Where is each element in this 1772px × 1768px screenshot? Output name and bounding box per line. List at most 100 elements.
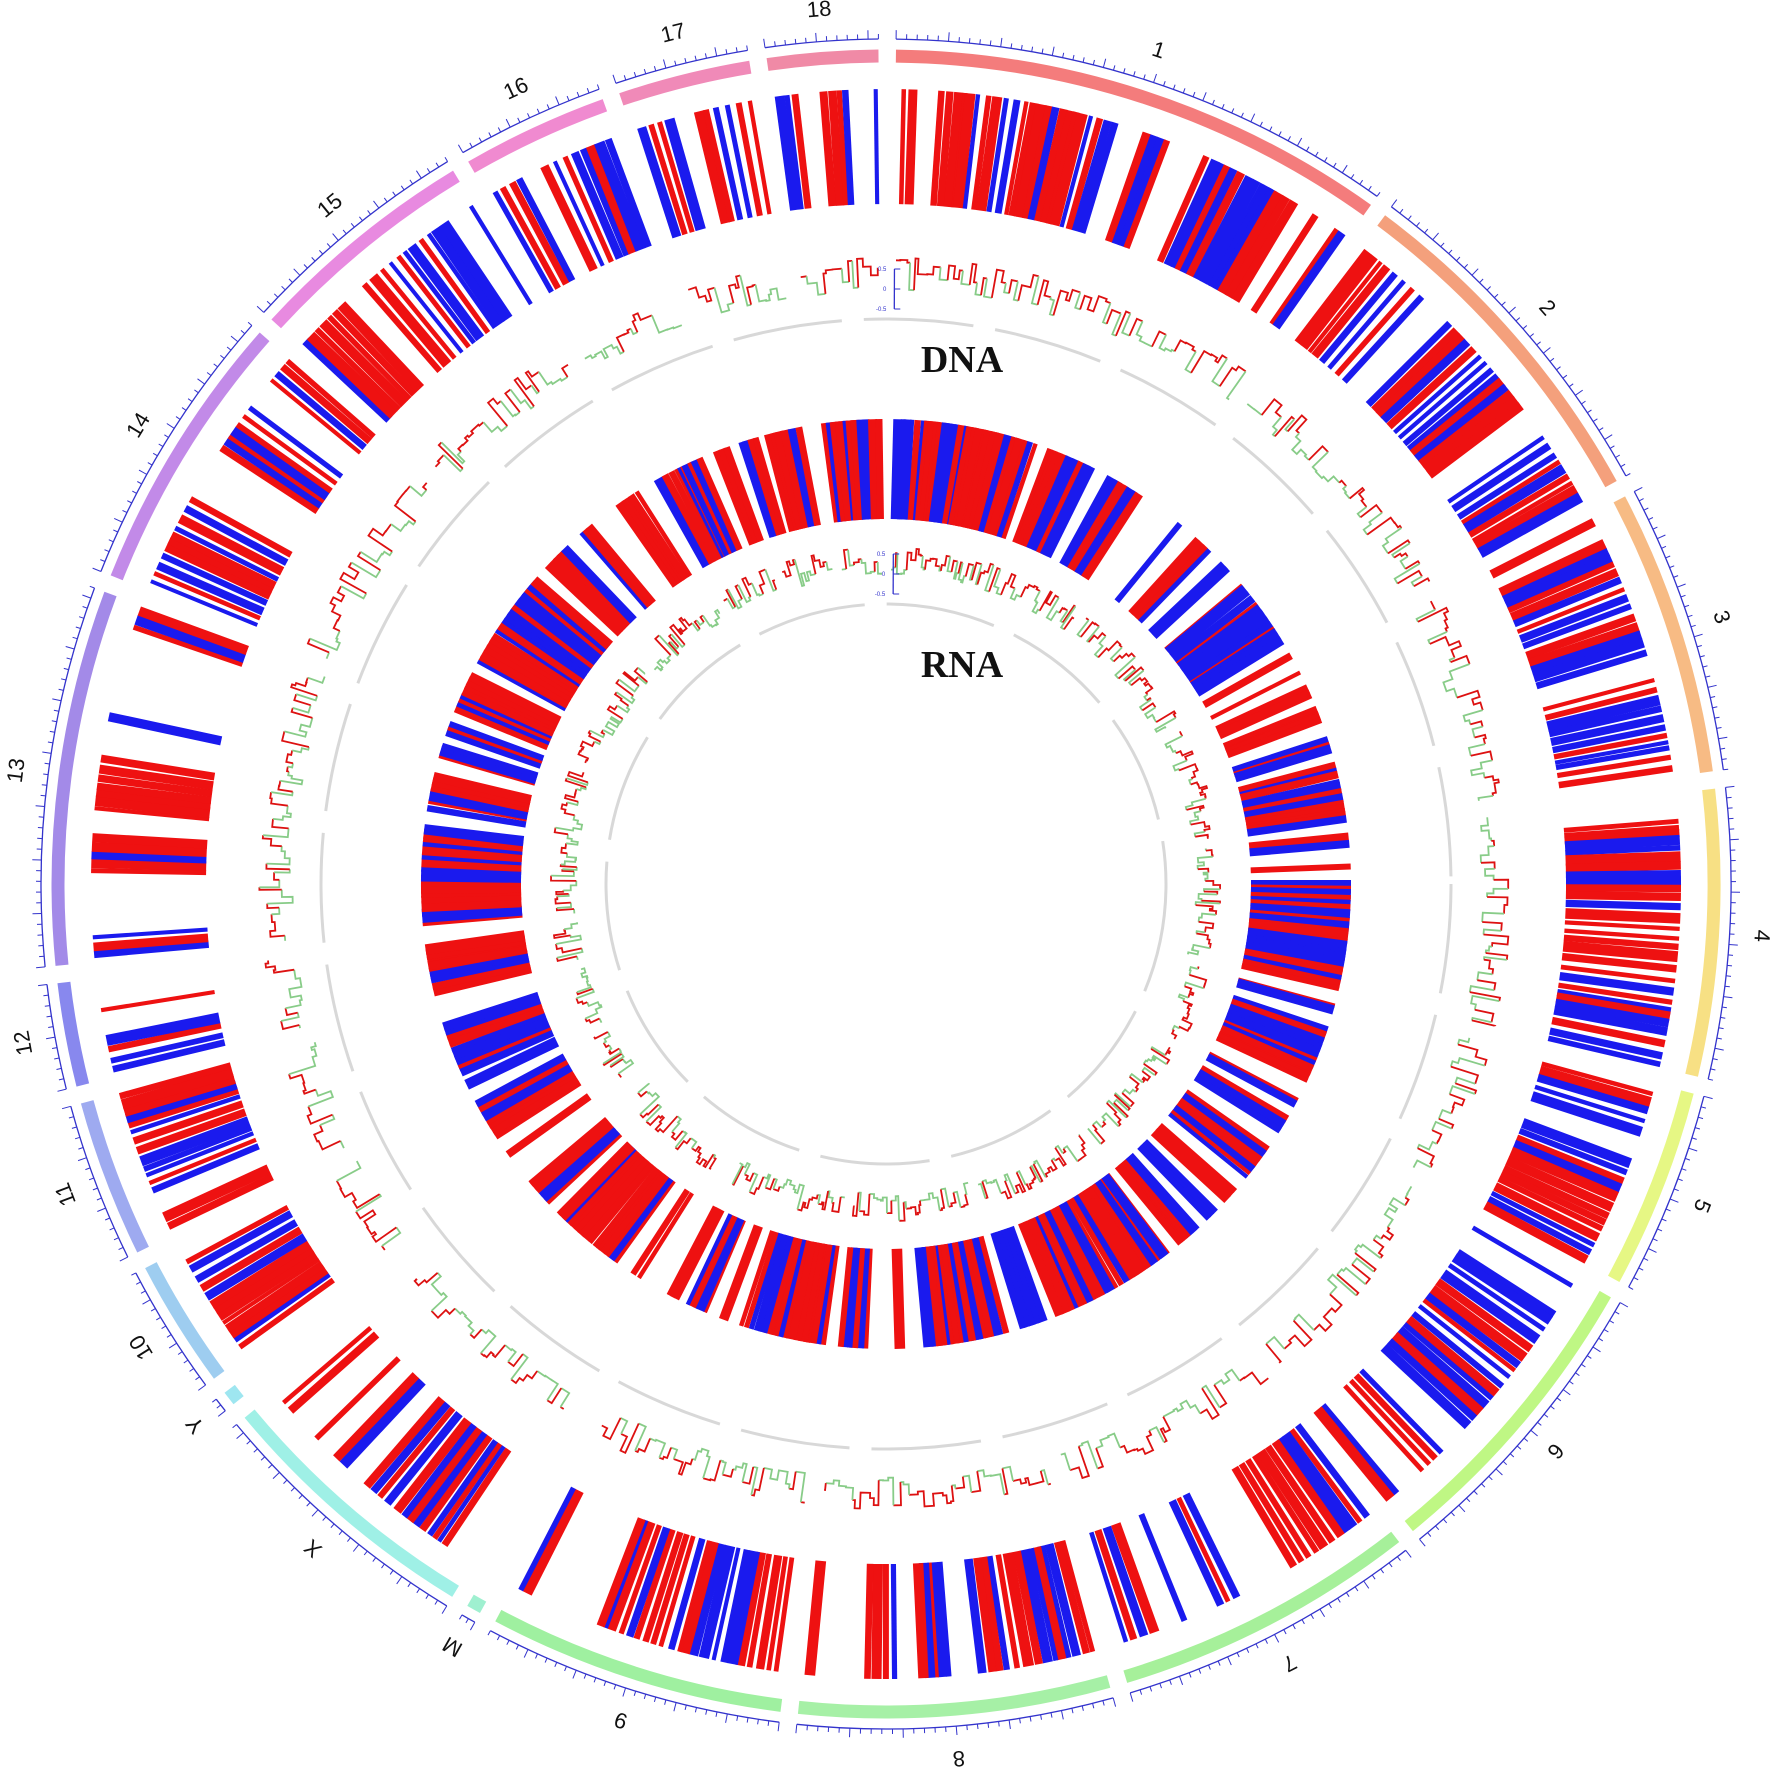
- cnv-line: [1366, 516, 1403, 536]
- cnv-segment: [579, 531, 649, 610]
- cnv-line: [1470, 720, 1484, 727]
- cnv-line: [851, 260, 859, 289]
- cnv-segment: [522, 1488, 584, 1596]
- axis-tick: [566, 95, 570, 101]
- cnv-line: [878, 1476, 895, 1506]
- cnv-line: [486, 397, 508, 427]
- cnv-segment: [314, 327, 401, 412]
- cnv-line: [285, 969, 303, 1010]
- axis-tick: [1287, 136, 1291, 142]
- cnv-segment: [100, 989, 215, 1013]
- cnv-segment: [1067, 481, 1128, 573]
- cnv-line: [281, 731, 310, 748]
- cnv-segment: [1289, 1428, 1363, 1524]
- chromosome-arc: [271, 170, 460, 329]
- chromosome-arc: [1404, 1290, 1611, 1532]
- cnv-segment: [1117, 136, 1166, 248]
- cnv-segment: [135, 1108, 247, 1155]
- cnv-segment: [752, 436, 787, 535]
- cnv-segment: [634, 490, 693, 578]
- cnv-line: [732, 1462, 748, 1483]
- cnv-line: [293, 693, 311, 707]
- cnv-segment: [1538, 1065, 1652, 1108]
- cnv-line: [509, 388, 535, 410]
- cnv-line: [1287, 414, 1308, 434]
- cnv-segment: [1081, 491, 1143, 581]
- cnv-line: [634, 1438, 651, 1454]
- axis-tick: [1221, 104, 1225, 109]
- axis-tick: [1416, 222, 1420, 227]
- cnv-segment: [995, 1554, 1021, 1669]
- cnv-line: [1477, 979, 1497, 991]
- cnv-line: [781, 558, 796, 578]
- cnv-segment: [556, 1141, 631, 1217]
- cnv-segment: [712, 449, 757, 546]
- cnv-line: [1151, 330, 1167, 347]
- cnv-segment: [1353, 1373, 1438, 1461]
- cnv-segment: [337, 301, 425, 393]
- axis-tick: [1236, 1652, 1240, 1658]
- cnv-segment: [446, 1002, 545, 1046]
- cnv-segment: [370, 1401, 451, 1495]
- cnv-line: [1362, 511, 1383, 536]
- cnv-segment: [1518, 594, 1630, 643]
- cnv-line: [1219, 365, 1247, 387]
- chromosome-label: 12: [8, 1029, 37, 1058]
- cnv-line: [339, 1140, 345, 1149]
- chromosome-axis: [1419, 1302, 1621, 1540]
- cnv-line: [893, 1482, 902, 1507]
- cnv-segment: [868, 419, 880, 520]
- cnv-line: [584, 1017, 600, 1024]
- cnv-segment: [618, 1524, 662, 1635]
- cnv-line: [1148, 1426, 1165, 1443]
- axis-tick: [1139, 1689, 1143, 1695]
- axis-tick: [75, 626, 81, 629]
- cnv-line: [702, 608, 721, 629]
- cnv-segment: [862, 419, 874, 520]
- axis-tick: [298, 1494, 303, 1500]
- cnv-line: [1045, 597, 1060, 622]
- cnv-line: [964, 562, 975, 577]
- cnv-line: [504, 388, 521, 413]
- cnv-segment: [1564, 920, 1680, 931]
- axis-tick: [1725, 785, 1735, 788]
- cnv-segment: [96, 782, 212, 805]
- axis-tick: [1586, 1355, 1592, 1359]
- cnv-line: [565, 834, 579, 846]
- cnv-segment: [1402, 367, 1494, 447]
- axis-tick: [1153, 73, 1157, 83]
- cnv-line: [800, 275, 807, 278]
- cnv-line: [1100, 1120, 1107, 1128]
- cnv-line: [1047, 1482, 1052, 1486]
- axis-tick: [290, 1487, 295, 1492]
- cnv-segment: [753, 1233, 789, 1332]
- cnv-line: [1195, 904, 1218, 915]
- cnv-line: [765, 1178, 776, 1191]
- cnv-segment: [489, 1073, 580, 1136]
- cnv-segment: [1018, 1220, 1065, 1318]
- axis-tick: [74, 1136, 81, 1140]
- cnv-segment: [302, 337, 393, 423]
- cnv-line: [1484, 775, 1500, 797]
- axis-tick: [784, 39, 786, 46]
- axis-tick: [1702, 665, 1708, 668]
- cnv-segment: [497, 622, 585, 685]
- axis-tick: [213, 363, 218, 368]
- cnv-segment: [1194, 635, 1285, 697]
- cnv-line: [556, 902, 573, 909]
- cnv-line: [1141, 1066, 1156, 1076]
- cnv-line: [261, 835, 282, 848]
- cnv-segment: [1224, 194, 1290, 299]
- cnv-line: [948, 1192, 957, 1208]
- axis-tick: [1405, 1549, 1412, 1558]
- chromosome-arc: [1607, 1090, 1694, 1282]
- scale-label: 0.5: [878, 267, 887, 273]
- axis-tick: [1562, 374, 1568, 379]
- cnv-line: [674, 1137, 692, 1151]
- cnv-segment: [388, 261, 464, 354]
- cnv-line: [1016, 1170, 1027, 1186]
- axis-tick: [113, 517, 123, 523]
- cnv-segment: [1371, 327, 1460, 414]
- cnv-line: [555, 934, 583, 945]
- cnv-line: [1413, 577, 1431, 587]
